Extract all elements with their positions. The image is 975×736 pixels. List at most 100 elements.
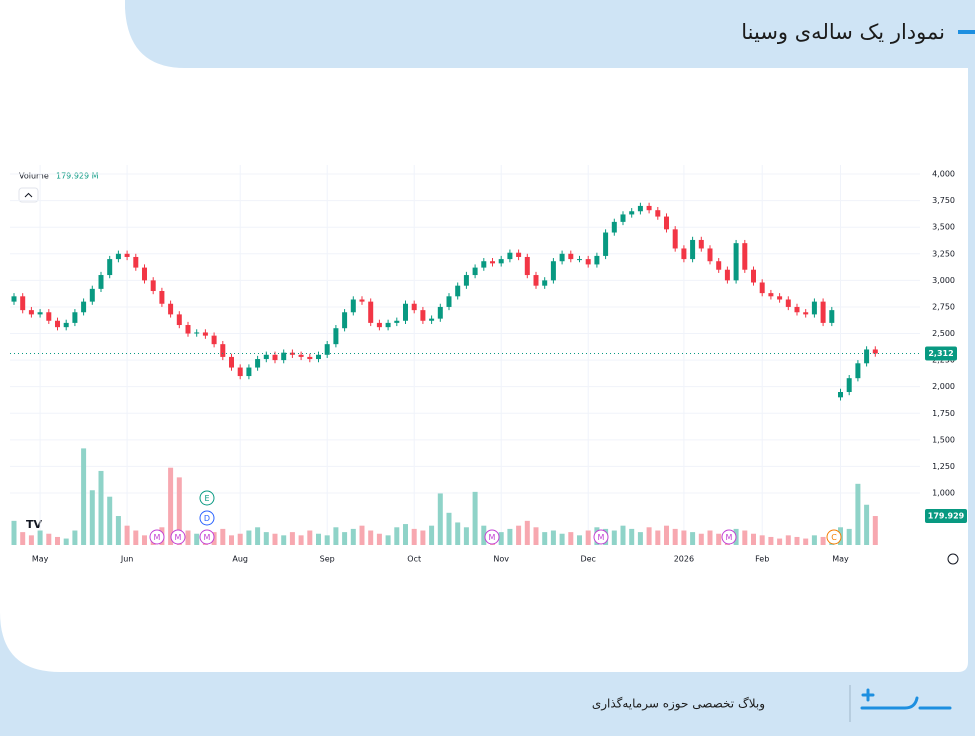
x-tick-label: Feb [755,555,769,564]
candle-body [846,378,852,393]
volume-bar [533,527,539,545]
volume-bar [455,522,461,545]
candle-body [20,296,26,311]
y-tick-label: 4,000 [932,170,955,179]
candle-body [342,312,348,329]
candle-body [463,275,469,286]
candle-body [72,312,78,323]
candle-body [281,352,287,361]
collapse-icon [24,192,33,198]
candle-body [698,239,704,249]
event-label: M [726,533,733,542]
candle-body [272,354,278,361]
volume-bar [255,527,261,545]
volume-legend: Volume [19,172,49,181]
volume-bar [681,530,687,545]
volume-bar [403,524,408,545]
candle-body [690,239,696,260]
candle-body [672,229,678,249]
candle-body [472,267,478,276]
volume-bar [89,490,95,545]
volume-bar [664,525,669,545]
volume-bar [864,504,870,545]
tv-logo: TV [22,515,46,533]
candle-body [420,310,426,321]
footer-logo [860,688,952,710]
candle-body [403,303,408,321]
volume-bar [542,532,548,545]
candle-body [838,392,843,398]
candle-body [794,306,800,313]
candle-body [716,261,722,270]
candle-body [333,328,339,345]
event-marker [721,529,737,545]
candle-body [629,211,635,215]
settings-icon[interactable] [947,553,959,565]
volume-bar [446,512,452,545]
event-marker [149,529,165,545]
candle-body [350,299,356,313]
candle-body [550,261,556,281]
volume-bar [463,527,469,545]
candle-body [237,367,243,377]
candle-body [455,285,461,297]
candle-body [298,354,304,357]
x-tick-label: Nov [493,555,509,564]
volume-bar [498,532,504,545]
candle-body [159,290,165,304]
volume-bar [342,532,348,545]
y-tick-label: 2,500 [932,329,955,338]
volume-bar [81,448,87,545]
volume-bar [107,496,113,545]
volume-bar [185,530,191,545]
candle-body [359,299,365,302]
candle-body [768,293,774,297]
candle-body [777,296,783,300]
volume-bar [559,533,565,545]
volume-bar [507,528,513,545]
volume-bar [289,532,295,545]
candle-body [559,253,565,262]
volume-bar [768,536,774,545]
candle-body [89,288,95,302]
title-dash [958,30,975,34]
candle-body [115,253,121,260]
volume-bar [307,530,313,545]
volume-bar [585,530,591,545]
volume-bar [629,528,635,545]
volume-bar [246,530,252,545]
volume-bar [98,470,104,545]
candle-body [81,301,87,313]
volume-bar [472,491,478,545]
volume-bar [37,530,43,545]
candle-body [603,232,609,256]
candle-body [524,256,530,276]
event-label: C [831,533,837,542]
x-tick-label: May [32,555,49,564]
volume-bar [672,528,678,545]
volume-bar [742,530,748,545]
candle-body [872,349,878,354]
volume-bar [11,520,17,545]
candle-body [368,301,374,323]
last-price-label: 2,312 [928,349,953,358]
event-marker [484,529,500,545]
candle-body [759,282,765,294]
candle-body [733,243,739,281]
event-label: M [154,533,161,542]
event-label: M [598,533,605,542]
candle-body [316,354,321,360]
event-marker [199,510,215,526]
candle-body [490,261,495,264]
candle-body [411,303,417,311]
collapse-button[interactable] [18,187,39,203]
candle-body [611,221,617,233]
volume-bar [698,533,704,545]
candle-body [229,356,234,368]
event-label: E [204,494,209,503]
volume-bar [324,535,330,545]
volume-bar [524,520,530,545]
last-volume-badge [925,509,967,524]
candle-body [376,322,382,328]
plot: May Jun Aug Sep Oct Nov Dec 2026 Feb May 1,000 1,25… [10,165,967,564]
